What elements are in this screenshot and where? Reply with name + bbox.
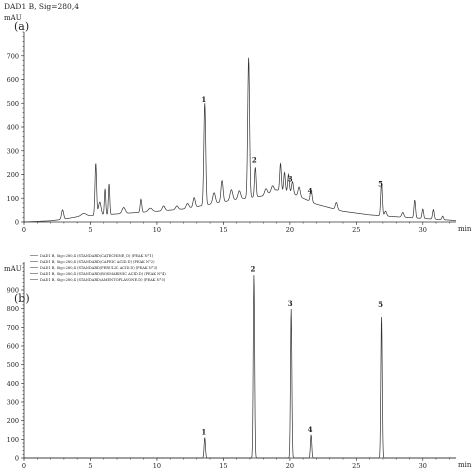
peak-label: 4 — [308, 425, 313, 434]
y-tick-label: 600 — [7, 76, 19, 84]
y-tick-label: 400 — [7, 124, 19, 132]
x-tick-label: 25 — [352, 226, 360, 234]
peak-label: 4 — [308, 187, 313, 196]
panel-b-trace-group — [24, 275, 456, 459]
y-tick-label: 300 — [7, 147, 19, 155]
y-tick-label: 500 — [7, 361, 19, 369]
peak-label: 1 — [201, 428, 206, 437]
legend-entry: DAD1 B, Sig=280,4 (STANDARD\ROSMARINIC A… — [40, 272, 166, 276]
chromatogram-trace — [23, 57, 457, 223]
y-tick-label: 100 — [7, 436, 19, 444]
panel-a-ylabel: mAU — [4, 14, 22, 22]
peak-label: 3 — [288, 299, 293, 308]
x-tick-label: 25 — [352, 462, 360, 470]
panel-a-xlabel: min — [458, 225, 472, 233]
legend-entry: DAD1 B, Sig=280,4 (STANDARD\AMENTOFLAVON… — [40, 278, 166, 282]
peak-label: 1 — [201, 95, 206, 104]
panel-a-peak-labels: 1 2 3 4 5 — [201, 95, 383, 195]
x-tick-label: 30 — [419, 226, 427, 234]
x-tick-label: 10 — [153, 462, 161, 470]
panel-b-ylabel: mAU — [4, 265, 22, 273]
x-tick-label: 5 — [88, 462, 92, 470]
y-tick-label: 0 — [15, 219, 19, 227]
x-tick-label: 5 — [88, 226, 92, 234]
panel-b-label: (b) — [14, 292, 30, 305]
y-tick-label: 600 — [7, 343, 19, 351]
x-tick-label: 15 — [219, 226, 227, 234]
panel-b: DAD1 B, Sig=280,4 (STANDARD\CATECHINE_D)… — [4, 254, 472, 470]
panel-a: DAD1 B, Sig=280,4 (a) mAU min 0100200300… — [4, 2, 472, 234]
panel-a-trace-group — [23, 57, 457, 223]
y-tick-label: 500 — [7, 100, 19, 108]
x-tick-label: 15 — [219, 462, 227, 470]
y-tick-label: 200 — [7, 417, 19, 425]
y-tick-label: 700 — [7, 52, 19, 60]
x-tick-label: 0 — [22, 462, 26, 470]
y-tick-label: 100 — [7, 195, 19, 203]
peak-label: 3 — [288, 175, 293, 184]
legend-entry: DAD1 B, Sig=280,4 (STANDARD\CATECHINE_D)… — [40, 254, 154, 258]
peak-label: 5 — [378, 179, 383, 188]
panel-a-title: DAD1 B, Sig=280,4 — [4, 2, 79, 11]
x-tick-label: 20 — [286, 226, 294, 234]
peak-label: 2 — [251, 264, 256, 273]
legend-entry: DAD1 B, Sig=280,4 (STANDARD\CAFEIC ACID.… — [40, 260, 155, 264]
y-tick-label: 700 — [7, 324, 19, 332]
peak-label: 5 — [378, 300, 383, 309]
legend-entry: DAD1 B, Sig=280,4 (STANDARD\FERULIC ACID… — [40, 266, 158, 270]
y-tick-label: 0 — [15, 455, 19, 463]
y-tick-label: 900 — [7, 287, 19, 295]
x-tick-label: 20 — [286, 462, 294, 470]
x-tick-label: 0 — [22, 226, 26, 234]
y-tick-label: 800 — [7, 305, 19, 313]
panel-b-xlabel: min — [458, 461, 472, 469]
x-tick-label: 30 — [419, 462, 427, 470]
panel-b-legend: DAD1 B, Sig=280,4 (STANDARD\CATECHINE_D)… — [30, 254, 166, 282]
x-tick-label: 10 — [153, 226, 161, 234]
y-tick-label: 300 — [7, 399, 19, 407]
y-tick-label: 400 — [7, 380, 19, 388]
y-tick-label: 200 — [7, 171, 19, 179]
panel-b-peak-labels: 1 2 3 4 5 — [201, 264, 383, 436]
chromatogram-trace — [24, 275, 456, 459]
peak-label: 2 — [252, 156, 257, 165]
panel-a-label: (a) — [14, 20, 29, 33]
